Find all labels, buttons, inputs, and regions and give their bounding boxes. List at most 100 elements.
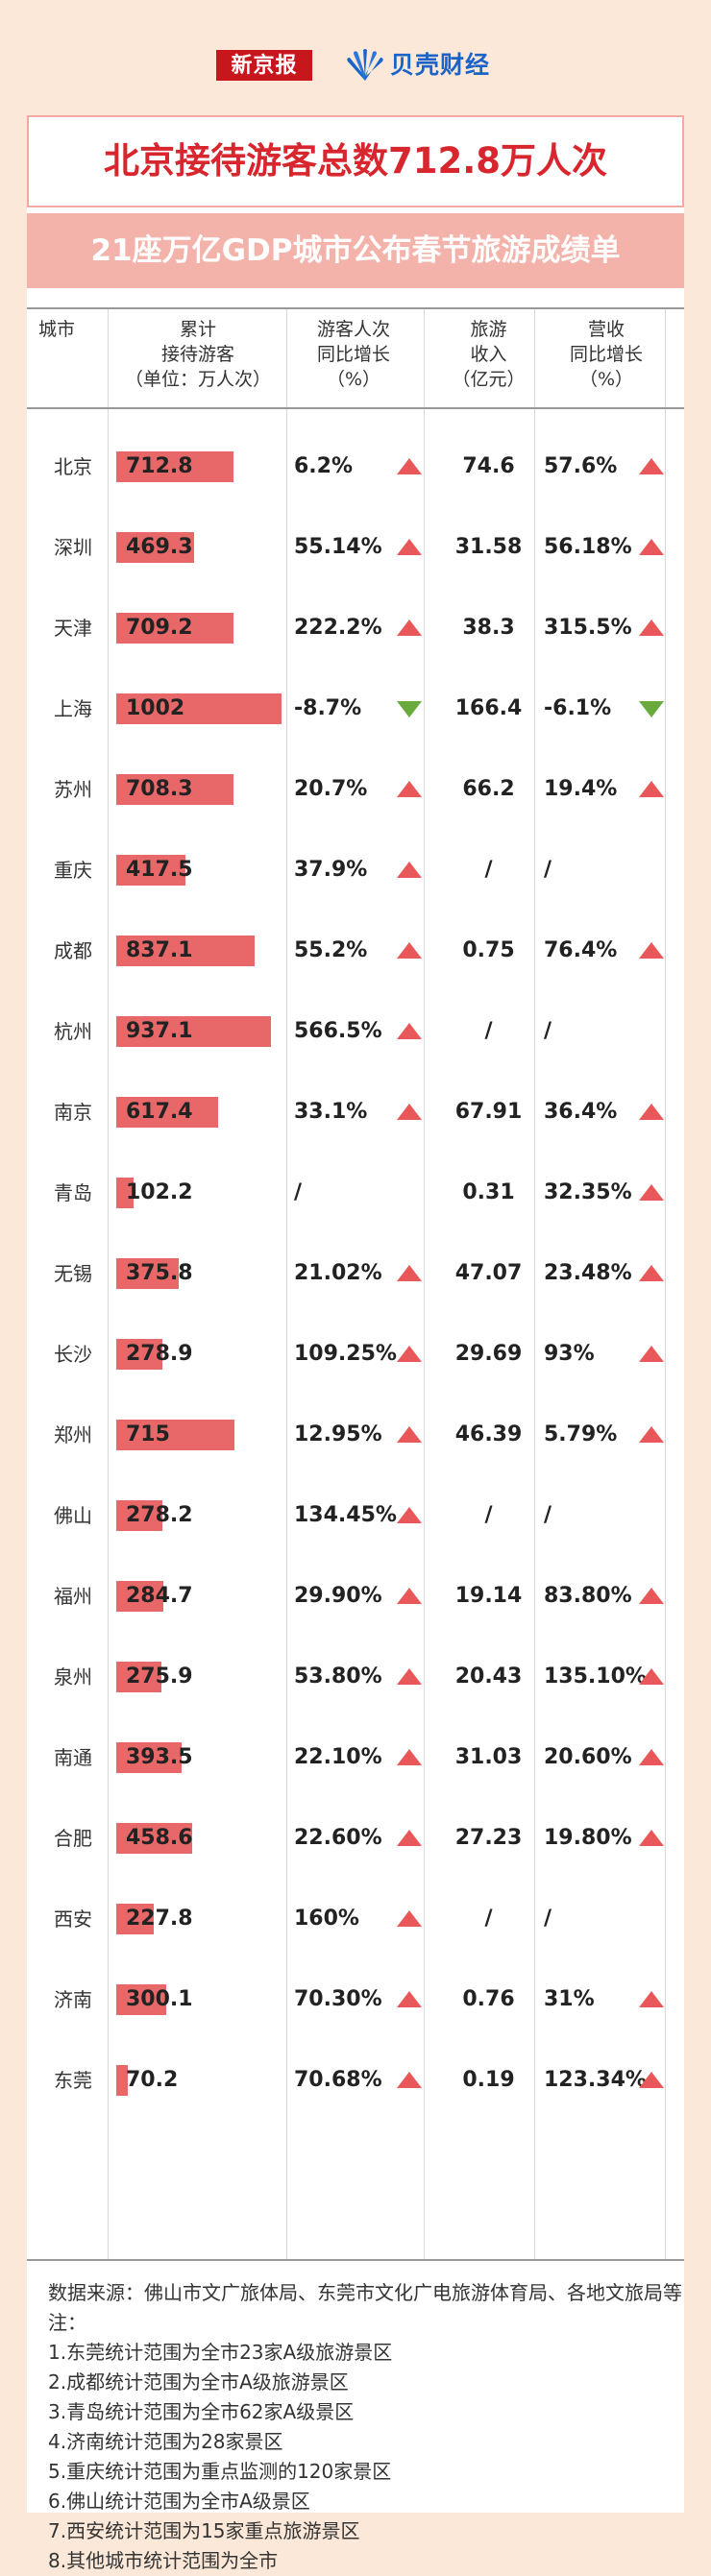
table-row: 青岛 102.2 / 0.31 32.35%: [27, 1153, 684, 1233]
visitors-bar: [116, 532, 194, 563]
visitor-growth-value: 566.5%: [294, 1019, 382, 1043]
revenue-value: /: [484, 1503, 493, 1527]
up-arrow-icon: [397, 2072, 422, 2088]
col-header-revenue-growth-unit: （%）: [578, 369, 634, 390]
revenue-growth-value: 135.10%: [544, 1665, 647, 1689]
up-arrow-icon: [639, 2072, 664, 2088]
revenue-growth-value: 36.4%: [544, 1100, 618, 1124]
visitors-value: 709.2: [126, 616, 193, 640]
col-header-visitor-growth-line1: 游客人次: [316, 319, 390, 340]
table-row: 南通 393.5 22.10% 31.03 20.60%: [27, 1717, 684, 1798]
header-logos: 新京报 贝壳财经: [0, 46, 711, 85]
revenue-value: 67.91: [454, 1100, 523, 1124]
up-arrow-icon: [397, 1588, 422, 1604]
up-arrow-icon: [639, 1346, 664, 1362]
visitors-bar: [116, 451, 234, 482]
up-arrow-icon: [639, 1104, 664, 1120]
revenue-value: 29.69: [454, 1342, 523, 1366]
table-row: 南京 617.4 33.1% 67.91 36.4%: [27, 1072, 684, 1153]
data-source: 数据来源：佛山市文广旅体局、东莞市文化广电旅游体育局、各地文旅局等: [48, 2281, 682, 2304]
revenue-value: 166.4: [454, 696, 523, 720]
up-arrow-icon: [397, 1749, 422, 1765]
col-header-revenue-unit: （亿元）: [452, 369, 526, 390]
visitor-growth-value: 70.68%: [294, 2068, 382, 2092]
city-name: 西安: [54, 1908, 92, 1931]
visitors-bar: [116, 774, 233, 805]
visitor-growth-value: 55.14%: [294, 535, 382, 559]
note-item: 6.佛山统计范围为全市A级景区: [48, 2490, 310, 2513]
visitor-growth-value: 6.2%: [294, 454, 354, 478]
up-arrow-icon: [639, 781, 664, 797]
visitors-value: 417.5: [126, 858, 193, 882]
city-name: 郑州: [54, 1423, 92, 1446]
city-name: 北京: [54, 455, 92, 478]
city-name: 福州: [54, 1585, 92, 1608]
visitors-bar: [116, 1500, 162, 1531]
visitors-bar: [116, 1097, 218, 1128]
revenue-growth-value: 315.5%: [544, 616, 632, 640]
up-arrow-icon: [639, 1830, 664, 1846]
visitors-value: 278.9: [126, 1342, 193, 1366]
down-arrow-icon: [397, 701, 422, 717]
revenue-value: 0.31: [462, 1180, 515, 1204]
up-arrow-icon: [397, 1104, 422, 1120]
visitors-value: 275.9: [126, 1665, 193, 1689]
revenue-growth-value: 76.4%: [544, 938, 618, 962]
table-row: 上海 1002 -8.7% 166.4 -6.1%: [27, 668, 684, 749]
visitor-growth-value: 12.95%: [294, 1422, 382, 1446]
revenue-growth-value: 23.48%: [544, 1261, 632, 1285]
visitors-bar: [116, 1258, 179, 1289]
visitors-value: 284.7: [126, 1584, 193, 1608]
visitors-value: 469.3: [126, 535, 193, 559]
revenue-value: 19.14: [454, 1584, 523, 1608]
visitors-value: 708.3: [126, 777, 193, 801]
note-item: 4.济南统计范围为28家景区: [48, 2430, 283, 2453]
visitors-value: 227.8: [126, 1907, 193, 1931]
revenue-value: /: [484, 1019, 493, 1043]
column-divider: [534, 307, 535, 2261]
revenue-growth-value: 32.35%: [544, 1180, 632, 1204]
revenue-value: 46.39: [454, 1422, 523, 1446]
visitors-value: 937.1: [126, 1019, 193, 1043]
visitors-value: 837.1: [126, 938, 193, 962]
up-arrow-icon: [639, 1668, 664, 1685]
col-header-visitor-growth-line2: 同比增长: [316, 344, 390, 365]
note-item: 3.青岛统计范围为全市62家A级景区: [48, 2400, 355, 2423]
down-arrow-icon: [639, 701, 664, 717]
header-bottom-rule: [27, 407, 684, 409]
revenue-value: 38.3: [462, 616, 515, 640]
visitor-growth-value: 109.25%: [294, 1342, 397, 1366]
shell-logo-icon: [347, 49, 383, 81]
up-arrow-icon: [397, 539, 422, 555]
up-arrow-icon: [397, 1668, 422, 1685]
revenue-value: /: [484, 1907, 493, 1931]
revenue-growth-value: /: [544, 1907, 552, 1931]
up-arrow-icon: [397, 620, 422, 636]
revenue-growth-value: 20.60%: [544, 1745, 632, 1769]
col-header-revenue: 旅游 收入 （亿元）: [424, 317, 553, 392]
table-row: 合肥 458.6 22.60% 27.23 19.80%: [27, 1798, 684, 1879]
table-row: 济南 300.1 70.30% 0.76 31%: [27, 1959, 684, 2040]
table-row: 福州 284.7 29.90% 19.14 83.80%: [27, 1556, 684, 1637]
visitors-value: 393.5: [126, 1745, 193, 1769]
note-item: 7.西安统计范围为15家重点旅游景区: [48, 2519, 360, 2542]
visitors-bar: [116, 1823, 192, 1854]
up-arrow-icon: [397, 1265, 422, 1281]
title-box: 北京接待游客总数712.8万人次: [27, 115, 684, 207]
col-header-visitor-growth-unit: （%）: [326, 369, 381, 390]
city-name: 泉州: [54, 1665, 92, 1689]
visitors-bar: [116, 2065, 129, 2096]
up-arrow-icon: [397, 1991, 422, 2007]
up-arrow-icon: [639, 1991, 664, 2007]
visitor-growth-value: 53.80%: [294, 1665, 382, 1689]
up-arrow-icon: [639, 1588, 664, 1604]
revenue-value: 31.58: [454, 535, 523, 559]
revenue-growth-value: -6.1%: [544, 696, 612, 720]
up-arrow-icon: [639, 458, 664, 474]
visitor-growth-value: 160%: [294, 1907, 359, 1931]
up-arrow-icon: [397, 862, 422, 878]
visitor-growth-value: 22.10%: [294, 1745, 382, 1769]
visitors-value: 278.2: [126, 1503, 193, 1527]
note-item: 5.重庆统计范围为重点监测的120家景区: [48, 2460, 392, 2483]
table-row: 重庆 417.5 37.9% / /: [27, 830, 684, 911]
